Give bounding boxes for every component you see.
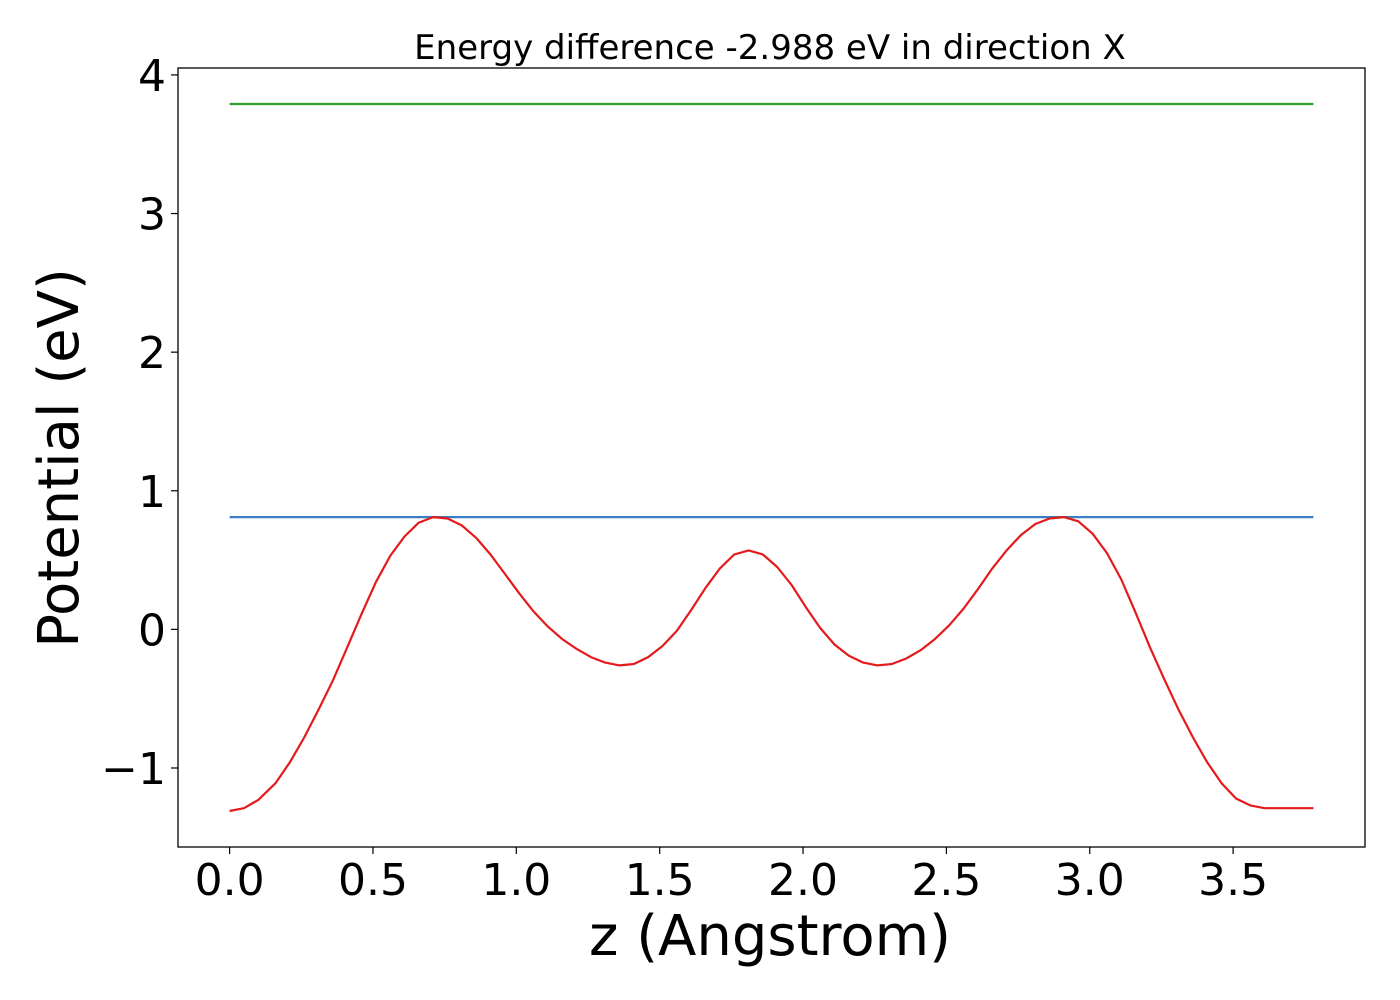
y-axis-label: Potential (eV)	[27, 268, 92, 648]
y-tick-label: 1	[138, 467, 166, 518]
y-tick-label: 0	[138, 605, 166, 656]
x-tick-label: 0.5	[338, 855, 408, 906]
y-tick-label: 3	[138, 190, 166, 241]
x-tick-label: 2.0	[768, 855, 838, 906]
x-tick-label: 0.0	[195, 855, 265, 906]
y-tick-label: −1	[101, 744, 166, 795]
y-tick-label: 2	[138, 328, 166, 379]
x-tick-label: 1.0	[481, 855, 551, 906]
series-line-2	[229, 515, 1314, 813]
plot-frame	[177, 67, 1366, 848]
x-tick-label: 3.5	[1198, 855, 1268, 906]
x-axis-label: z (Angstrom)	[589, 904, 951, 969]
chart-title: Energy difference -2.988 eV in direction…	[414, 28, 1126, 68]
x-tick-label: 2.5	[911, 855, 981, 906]
axis-ticks: 0.0 0.5 1.0 1.5 2.0 2.5 3.0 3.5 −1 0 1 2 3 4	[101, 51, 1268, 906]
plot-area	[229, 102, 1314, 813]
x-tick-label: 1.5	[625, 855, 695, 906]
x-tick-label: 3.0	[1055, 855, 1125, 906]
y-tick-label: 4	[138, 51, 166, 102]
